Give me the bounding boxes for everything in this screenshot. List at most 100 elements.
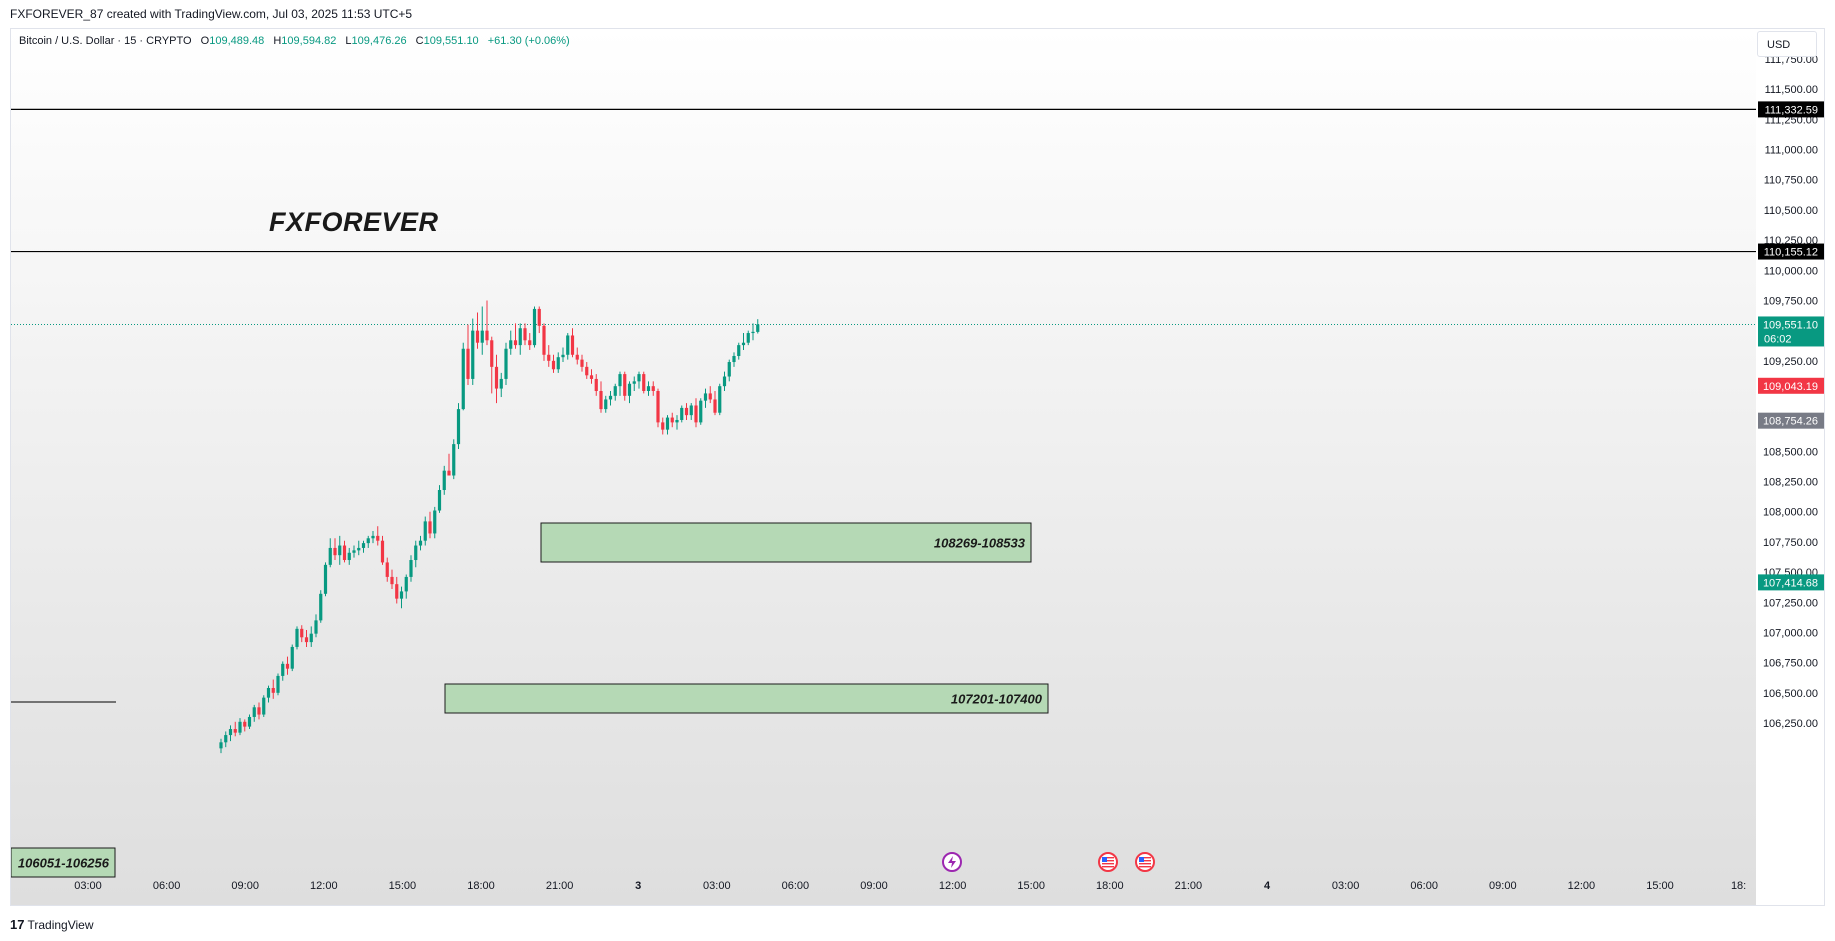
candle[interactable]	[357, 540, 361, 556]
candle[interactable]	[518, 323, 522, 355]
candle[interactable]	[404, 574, 408, 599]
candle[interactable]	[642, 371, 646, 394]
candle[interactable]	[366, 535, 370, 548]
candle[interactable]	[285, 656, 290, 675]
candle[interactable]	[665, 415, 670, 435]
candle[interactable]	[570, 328, 575, 358]
candle[interactable]	[281, 661, 285, 681]
candle[interactable]	[442, 465, 446, 495]
candle[interactable]	[376, 526, 380, 546]
candle[interactable]	[646, 381, 651, 396]
candle[interactable]	[499, 372, 503, 398]
candle[interactable]	[722, 371, 727, 391]
candle[interactable]	[314, 614, 318, 638]
candle[interactable]	[352, 545, 356, 558]
symbol-name[interactable]: Bitcoin / U.S. Dollar · 15 · CRYPTO	[19, 35, 192, 47]
tradingview-logo[interactable]: 17 TradingView	[10, 917, 94, 932]
candle[interactable]	[219, 738, 223, 754]
candle[interactable]	[243, 719, 247, 732]
candle[interactable]	[670, 412, 674, 428]
candle[interactable]	[238, 718, 242, 736]
candle[interactable]	[513, 323, 518, 349]
candle[interactable]	[494, 354, 499, 404]
candle[interactable]	[385, 557, 389, 582]
candle[interactable]	[542, 323, 546, 361]
lightning-event-icon[interactable]	[942, 852, 962, 872]
candle[interactable]	[262, 695, 266, 717]
candle[interactable]	[224, 731, 228, 748]
candle[interactable]	[727, 359, 731, 382]
candle[interactable]	[509, 330, 513, 355]
candle[interactable]	[575, 347, 579, 365]
candle[interactable]	[342, 540, 347, 563]
candle[interactable]	[466, 324, 470, 385]
candle[interactable]	[456, 403, 461, 449]
candle[interactable]	[309, 626, 313, 647]
candle[interactable]	[361, 540, 366, 553]
candle[interactable]	[528, 333, 532, 350]
candle[interactable]	[561, 347, 565, 363]
chart-pane[interactable]: 108269-108533 107201-107400 106051-106256 0…	[11, 29, 1756, 905]
candle[interactable]	[300, 625, 304, 643]
candle[interactable]	[651, 381, 655, 396]
candle[interactable]	[618, 371, 622, 396]
candle[interactable]	[585, 362, 589, 379]
candle[interactable]	[228, 725, 233, 742]
candle[interactable]	[266, 685, 271, 703]
candle[interactable]	[452, 439, 456, 480]
candle[interactable]	[551, 354, 556, 373]
candle[interactable]	[409, 555, 413, 582]
candle[interactable]	[589, 369, 594, 384]
us-flag-event-icon[interactable]	[1135, 852, 1155, 872]
candle[interactable]	[252, 704, 256, 722]
candle[interactable]	[699, 398, 703, 425]
chart-frame[interactable]: 108269-108533 107201-107400 106051-106256 0…	[10, 28, 1825, 906]
candle[interactable]	[276, 673, 280, 696]
candle[interactable]	[257, 702, 261, 720]
candle[interactable]	[461, 342, 465, 411]
price-badge[interactable]	[1758, 316, 1824, 347]
candle[interactable]	[632, 376, 636, 391]
candle[interactable]	[751, 323, 755, 341]
candle[interactable]	[290, 644, 294, 672]
candle[interactable]	[703, 388, 708, 408]
candle[interactable]	[556, 352, 560, 373]
candle[interactable]	[399, 586, 404, 609]
candle[interactable]	[371, 531, 375, 544]
candle[interactable]	[471, 318, 475, 385]
candle[interactable]	[713, 391, 717, 416]
candle[interactable]	[304, 630, 309, 647]
candle[interactable]	[694, 398, 698, 428]
candle[interactable]	[741, 333, 746, 350]
candle[interactable]	[395, 576, 399, 604]
candle[interactable]	[328, 538, 332, 568]
candle[interactable]	[338, 535, 342, 565]
candle[interactable]	[718, 383, 722, 416]
candle[interactable]	[604, 395, 608, 413]
candle[interactable]	[319, 590, 323, 623]
candle[interactable]	[599, 381, 603, 413]
currency-button[interactable]: USD	[1757, 31, 1817, 57]
price-badge[interactable]	[1758, 574, 1824, 591]
candle[interactable]	[680, 405, 684, 423]
candle[interactable]	[418, 535, 423, 551]
candle[interactable]	[333, 538, 337, 561]
candle[interactable]	[295, 626, 299, 650]
candle[interactable]	[656, 388, 660, 428]
candle[interactable]	[532, 306, 537, 348]
candle[interactable]	[732, 352, 736, 367]
candle[interactable]	[428, 511, 432, 539]
demand-zone[interactable]	[11, 847, 116, 878]
candle[interactable]	[380, 535, 385, 565]
candle[interactable]	[490, 336, 494, 394]
candle[interactable]	[746, 330, 750, 346]
candle[interactable]	[480, 306, 484, 355]
candle[interactable]	[661, 417, 665, 435]
candle[interactable]	[627, 381, 632, 404]
candle[interactable]	[637, 371, 641, 389]
candle[interactable]	[623, 371, 627, 401]
candle[interactable]	[684, 403, 689, 420]
candle[interactable]	[485, 300, 489, 346]
candle[interactable]	[613, 383, 617, 401]
candle[interactable]	[504, 342, 508, 385]
